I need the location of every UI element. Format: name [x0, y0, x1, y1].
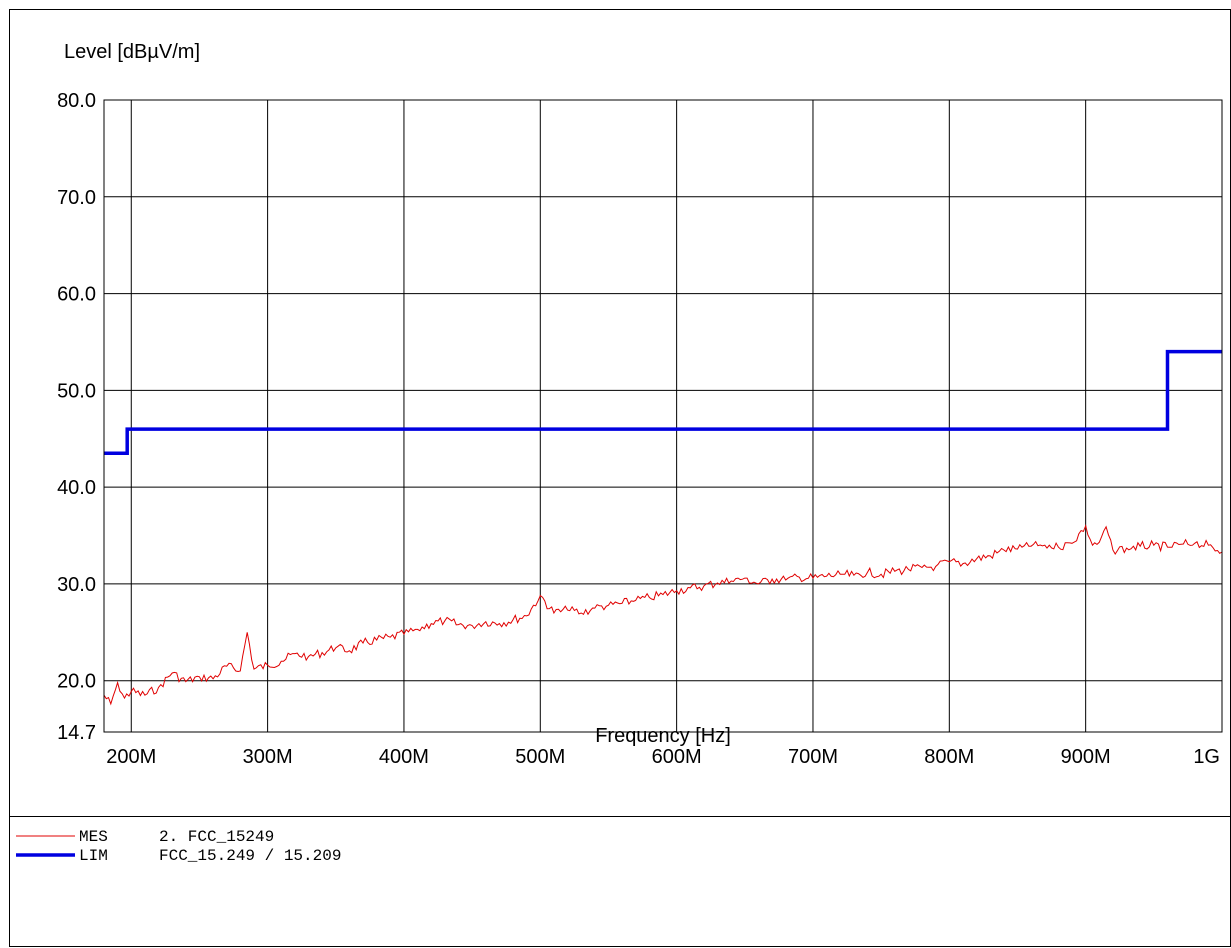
x-axis-title: Frequency [Hz] [595, 725, 731, 747]
y-tick-label: 60.0 [57, 284, 96, 306]
plot-area-border [103, 99, 1223, 733]
measurement-series [103, 524, 1223, 706]
y-tick-label: 50.0 [57, 380, 96, 402]
x-tick-label: 200M [106, 746, 156, 768]
x-tick-label: 500M [515, 746, 565, 768]
x-tick-label: 400M [379, 746, 429, 768]
y-tick-label: 40.0 [57, 477, 96, 499]
y-tick-label: 70.0 [57, 187, 96, 209]
legend-divider [9, 816, 1231, 817]
y-axis-title: Level [dBµV/m] [64, 41, 200, 63]
chart-frame [9, 9, 1231, 947]
x-tick-label: 900M [1061, 746, 1111, 768]
limit-line-series [104, 349, 1222, 456]
y-tick-label: 80.0 [57, 90, 96, 112]
x-tick-label: 700M [788, 746, 838, 768]
x-tick-label: 1G [1193, 746, 1220, 768]
x-tick-label: 600M [652, 746, 702, 768]
legend-label: FCC_15.249 / 15.209 [159, 847, 341, 865]
legend-tag: LIM [79, 847, 108, 865]
x-tick-label: 800M [924, 746, 974, 768]
legend-label: 2. FCC_15249 [159, 828, 274, 846]
y-tick-label: 14.7 [57, 722, 96, 744]
grid [104, 100, 1222, 732]
y-tick-label: 30.0 [57, 574, 96, 596]
x-tick-label: 300M [243, 746, 293, 768]
legend: MES 2. FCC_15249 LIM FCC_15.249 / 15.209 [16, 828, 341, 865]
series-layer [103, 349, 1223, 706]
y-tick-label: 20.0 [57, 671, 96, 693]
x-tick-labels: 200M 300M 400M 500M 600M 700M 800M 900M 1G [106, 746, 1220, 768]
legend-tag: MES [79, 828, 108, 846]
y-tick-labels: 80.0 70.0 60.0 50.0 40.0 30.0 20.0 14.7 [57, 90, 96, 744]
